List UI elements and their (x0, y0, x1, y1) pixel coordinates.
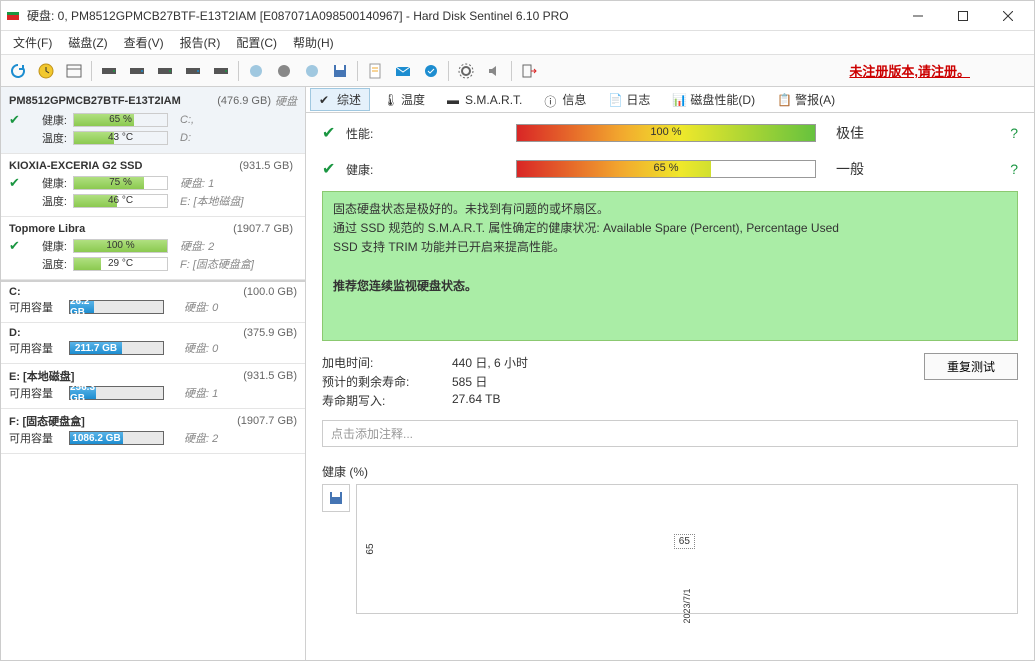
health-bar: 65 % (516, 160, 816, 178)
tab-smart[interactable]: ▬S.M.A.R.T. (438, 90, 531, 110)
chart-icon: 📊 (672, 93, 686, 107)
globe2-icon[interactable] (271, 58, 297, 84)
log-icon: 📄 (608, 93, 622, 107)
volume-card[interactable]: E: [本地磁盘](931.5 GB)可用容量256.3 GB硬盘: 1 (1, 364, 305, 409)
exit-icon[interactable] (516, 58, 542, 84)
health-metric: ✔ 健康: 65 % 一般 ? (322, 159, 1018, 179)
description-box: 固态硬盘状态是极好的。未找到有问题的或坏扇区。 通过 SSD 规范的 S.M.A… (322, 191, 1018, 341)
drive3-icon[interactable] (152, 58, 178, 84)
toolbar: 未注册版本,请注册。 (1, 55, 1034, 87)
volume-card[interactable]: F: [固态硬盘盒](1907.7 GB)可用容量1086.2 GB硬盘: 2 (1, 409, 305, 454)
check-icon: ✔ (322, 159, 346, 179)
chart-plot: 65 65 2023/7/1 (356, 484, 1018, 614)
close-button[interactable] (985, 1, 1030, 31)
volume-card[interactable]: C: (100.0 GB)可用容量26.2 GB硬盘: 0 (1, 282, 305, 323)
performance-metric: ✔ 性能: 100 % 极佳 ? (322, 123, 1018, 143)
gear-icon[interactable] (453, 58, 479, 84)
menu-disk[interactable]: 磁盘(Z) (60, 32, 115, 53)
drive4-icon[interactable] (180, 58, 206, 84)
chart-save-button[interactable] (322, 484, 350, 512)
globe1-icon[interactable] (243, 58, 269, 84)
sound-icon[interactable] (481, 58, 507, 84)
drive1-icon[interactable] (96, 58, 122, 84)
doc-icon[interactable] (362, 58, 388, 84)
app-icon (5, 8, 21, 24)
maximize-button[interactable] (940, 1, 985, 31)
tab-alert[interactable]: 📋警报(A) (768, 88, 844, 111)
stats-table: 加电时间:440 日, 6 小时 预计的剩余寿命:585 日 寿命期写入:27.… (322, 353, 528, 410)
register-link[interactable]: 未注册版本,请注册。 (849, 61, 970, 80)
thermometer-icon: 🌡 (383, 93, 397, 107)
check-icon: ✔ (322, 123, 346, 143)
sidebar: PM8512GPMCB27BTF-E13T2IAM(476.9 GB)硬盘✔健康… (1, 87, 306, 660)
clock-icon[interactable] (33, 58, 59, 84)
panel-icon[interactable] (61, 58, 87, 84)
note-input[interactable]: 点击添加注释... (322, 420, 1018, 447)
volume-card[interactable]: D: (375.9 GB)可用容量211.7 GB硬盘: 0 (1, 323, 305, 364)
refresh-icon[interactable] (5, 58, 31, 84)
save-icon[interactable] (327, 58, 353, 84)
drive2-icon[interactable] (124, 58, 150, 84)
check-icon: ✔ (319, 93, 333, 107)
tab-perf[interactable]: 📊磁盘性能(D) (663, 88, 764, 111)
titlebar: 硬盘: 0, PM8512GPMCB27BTF-E13T2IAM [E08707… (1, 1, 1034, 31)
drive5-icon[interactable] (208, 58, 234, 84)
performance-bar: 100 % (516, 124, 816, 142)
disk-card[interactable]: Topmore Libra(1907.7 GB)✔健康:100 %硬盘: 2温度… (1, 217, 305, 280)
globe3-icon[interactable] (299, 58, 325, 84)
alert-icon: 📋 (777, 93, 791, 107)
disk-card[interactable]: PM8512GPMCB27BTF-E13T2IAM(476.9 GB)硬盘✔健康… (1, 87, 305, 154)
tab-info[interactable]: ⓘ信息 (535, 88, 595, 111)
tab-overview[interactable]: ✔综述 (310, 88, 370, 111)
menu-config[interactable]: 配置(C) (228, 32, 285, 53)
menu-report[interactable]: 报告(R) (172, 32, 229, 53)
help-icon[interactable]: ? (1010, 161, 1018, 177)
menu-file[interactable]: 文件(F) (5, 32, 60, 53)
mail-icon[interactable] (390, 58, 416, 84)
window-title: 硬盘: 0, PM8512GPMCB27BTF-E13T2IAM [E08707… (27, 7, 895, 24)
health-chart: 健康 (%) 65 65 2023/7/1 (322, 461, 1018, 614)
minimize-button[interactable] (895, 1, 940, 31)
menu-help[interactable]: 帮助(H) (285, 32, 342, 53)
tab-temp[interactable]: 🌡温度 (374, 88, 434, 111)
info-icon: ⓘ (544, 93, 558, 107)
tab-log[interactable]: 📄日志 (599, 88, 659, 111)
menubar: 文件(F) 磁盘(Z) 查看(V) 报告(R) 配置(C) 帮助(H) (1, 31, 1034, 55)
help-icon[interactable]: ? (1010, 125, 1018, 141)
menu-view[interactable]: 查看(V) (116, 32, 172, 53)
drive-icon: ▬ (447, 93, 461, 107)
retest-button[interactable]: 重复测试 (924, 353, 1018, 380)
main-panel: ✔综述 🌡温度 ▬S.M.A.R.T. ⓘ信息 📄日志 📊磁盘性能(D) 📋警报… (306, 87, 1034, 660)
test-icon[interactable] (418, 58, 444, 84)
disk-card[interactable]: KIOXIA-EXCERIA G2 SSD(931.5 GB)✔健康:75 %硬… (1, 154, 305, 217)
tabs: ✔综述 🌡温度 ▬S.M.A.R.T. ⓘ信息 📄日志 📊磁盘性能(D) 📋警报… (306, 87, 1034, 113)
